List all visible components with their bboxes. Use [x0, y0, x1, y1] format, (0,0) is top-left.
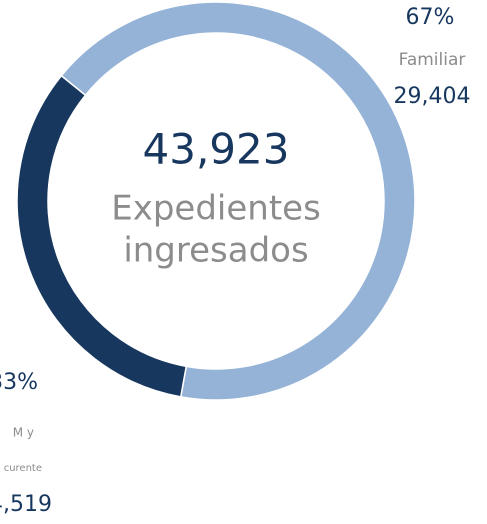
category-label: Familiar	[399, 50, 466, 70]
count-label: 14,519	[0, 492, 52, 517]
total: 43,923	[143, 125, 290, 174]
count-label: 29,404	[394, 84, 471, 109]
donut-segment	[60, 1, 416, 401]
center-text: ingresados	[123, 231, 308, 271]
donut-segment	[16, 74, 188, 398]
center-text: Expedientes	[111, 189, 321, 229]
percent-label: 33%	[0, 370, 38, 395]
category-label: M y	[13, 426, 34, 440]
category-label: curente	[4, 463, 42, 474]
percent-label: 67%	[406, 5, 455, 30]
